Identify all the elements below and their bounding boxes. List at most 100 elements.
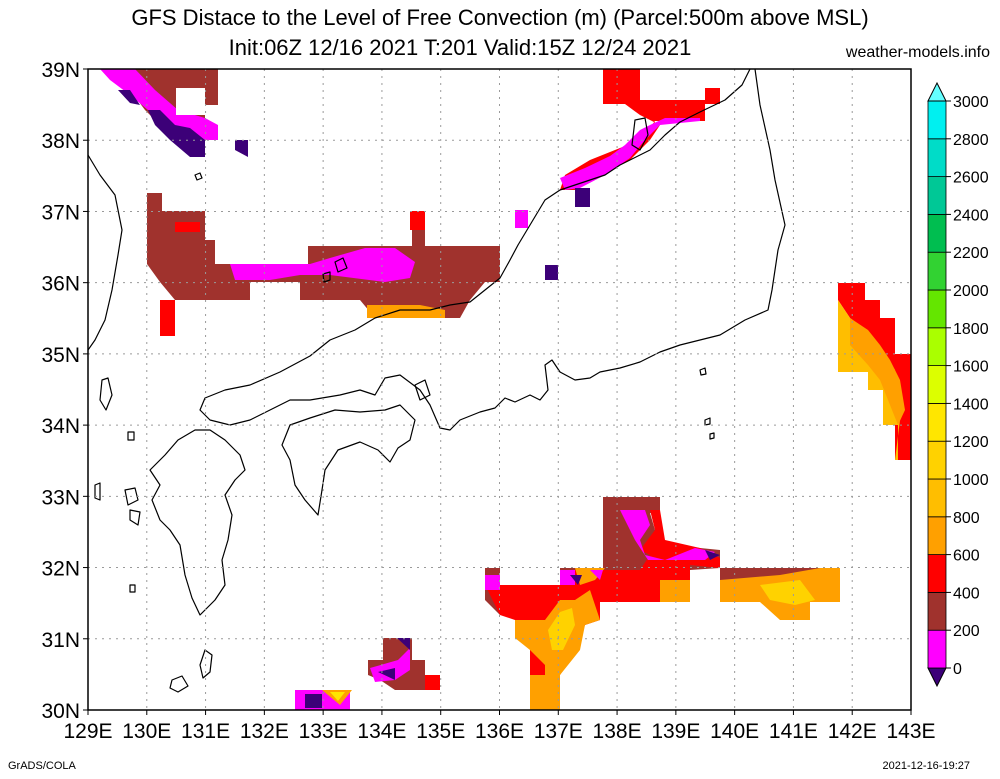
site-credit: weather-models.info <box>845 44 990 61</box>
shade-red-south <box>485 510 720 705</box>
colorbar-swatch <box>927 100 947 140</box>
colorbar-swatch <box>927 251 947 291</box>
coast-yakushima <box>169 675 189 693</box>
lon-label: 133E <box>299 720 348 743</box>
colorbar: 0 200 400 600 800 1000 1200 1400 1600 1800 2000 220… <box>927 81 989 688</box>
lat-label: 38N <box>41 130 80 153</box>
coast-oki <box>322 257 348 283</box>
colorbar-swatch <box>927 629 947 669</box>
lon-label: 134E <box>357 720 406 743</box>
shade-red-sw <box>425 675 440 690</box>
coast-awaji <box>414 379 431 401</box>
colorbar-label: 2200 <box>953 245 989 262</box>
colorbar-arrow-high <box>927 81 947 102</box>
colorbar-label: 2000 <box>953 283 989 300</box>
lon-label: 140E <box>710 720 759 743</box>
shade-purple-nw <box>118 90 248 157</box>
colorbar-swatch <box>927 213 947 253</box>
colorbar-label: 2600 <box>953 170 989 187</box>
lat-label: 31N <box>41 629 80 652</box>
colorbar-swatch <box>927 327 947 366</box>
shade-orange-east-inner <box>850 318 905 425</box>
colorbar-label: 1200 <box>953 434 989 451</box>
colorbar-label: 800 <box>953 510 980 527</box>
shade-purple-sw <box>305 638 410 708</box>
lon-label: 131E <box>181 720 230 743</box>
colorbar-label: 2400 <box>953 207 989 224</box>
colorbar-label: 1000 <box>953 472 989 489</box>
shade-red-north <box>560 69 720 190</box>
lat-label: 39N <box>41 59 80 82</box>
lat-label: 30N <box>41 700 80 723</box>
lat-label: 32N <box>41 558 80 581</box>
grid-lines <box>88 69 911 710</box>
lon-label: 141E <box>769 720 818 743</box>
colorbar-swatch <box>927 402 947 442</box>
colorbar-swatch <box>927 176 947 215</box>
coast-kyushu <box>149 429 246 616</box>
lon-label: 138E <box>593 720 642 743</box>
lfc-shading <box>100 69 911 710</box>
footer-timestamp: 2021-12-16-19:27 <box>882 760 970 772</box>
chart-subtitle: Init:06Z 12/16 2021 T:201 Valid:15Z 12/2… <box>228 35 692 60</box>
shade-brown-central <box>147 193 500 318</box>
coast-honshu-north <box>199 69 786 431</box>
colorbar-label: 2800 <box>953 132 989 149</box>
colorbar-label: 0 <box>953 661 962 678</box>
colorbar-arrow-low <box>927 667 947 688</box>
colorbar-label: 1400 <box>953 396 989 413</box>
coastline <box>88 69 786 693</box>
colorbar-swatch <box>927 592 947 631</box>
shade-magenta-central <box>230 248 415 282</box>
lat-label: 37N <box>41 201 80 224</box>
shade-magenta-south <box>485 510 715 590</box>
shade-red-central <box>160 211 425 336</box>
coast-goto <box>124 487 141 526</box>
lat-label: 35N <box>41 344 80 367</box>
coast-small-islands <box>94 172 203 593</box>
colorbar-label: 600 <box>953 548 980 565</box>
colorbar-swatch <box>927 440 947 480</box>
coast-korea <box>88 154 123 351</box>
lon-label: 135E <box>416 720 465 743</box>
lon-label: 142E <box>828 720 877 743</box>
colorbar-label: 1800 <box>953 321 989 338</box>
lon-axis-labels: 129E 130E 131E 132E 133E 134E 135E 136E 137E 138E… <box>63 720 935 743</box>
coast-izu-islands <box>699 367 715 440</box>
lon-label: 137E <box>534 720 583 743</box>
colorbar-label: 1600 <box>953 359 989 376</box>
colorbar-swatch <box>927 289 947 329</box>
shade-magenta-nw <box>100 69 218 140</box>
coast-tsushima <box>99 377 113 411</box>
chart-title: GFS Distace to the Level of Free Convect… <box>131 5 869 30</box>
lon-label: 130E <box>122 720 171 743</box>
coast-sado <box>631 117 649 151</box>
lat-label: 33N <box>41 486 80 509</box>
lon-label: 129E <box>63 720 112 743</box>
footer-left: GrADS/COLA <box>8 760 76 772</box>
coast-shikoku <box>281 404 416 516</box>
lon-label: 143E <box>886 720 935 743</box>
shade-magenta-sw <box>295 648 410 710</box>
lat-label: 36N <box>41 273 80 296</box>
colorbar-swatch <box>927 365 947 404</box>
colorbar-swatch <box>927 554 947 593</box>
shade-yellow-south <box>548 580 815 650</box>
coast-tanegashima <box>199 649 213 679</box>
colorbar-swatch <box>927 138 947 178</box>
lon-label: 136E <box>475 720 524 743</box>
colorbar-swatch <box>927 478 947 518</box>
colorbar-label: 3000 <box>953 94 989 111</box>
lon-label: 132E <box>240 720 289 743</box>
colorbar-label: 400 <box>953 585 980 602</box>
colorbar-swatch <box>927 516 947 555</box>
colorbar-label: 200 <box>953 623 980 640</box>
axis-ticks <box>83 68 912 715</box>
lat-axis-labels: 30N 31N 32N 33N 34N 35N 36N 37N 38N 39N <box>41 59 80 723</box>
shade-purple-north <box>545 188 590 280</box>
lat-label: 34N <box>41 415 80 438</box>
lon-label: 139E <box>651 720 700 743</box>
shade-yellow-sw <box>330 692 345 701</box>
shade-red-east <box>838 283 911 460</box>
